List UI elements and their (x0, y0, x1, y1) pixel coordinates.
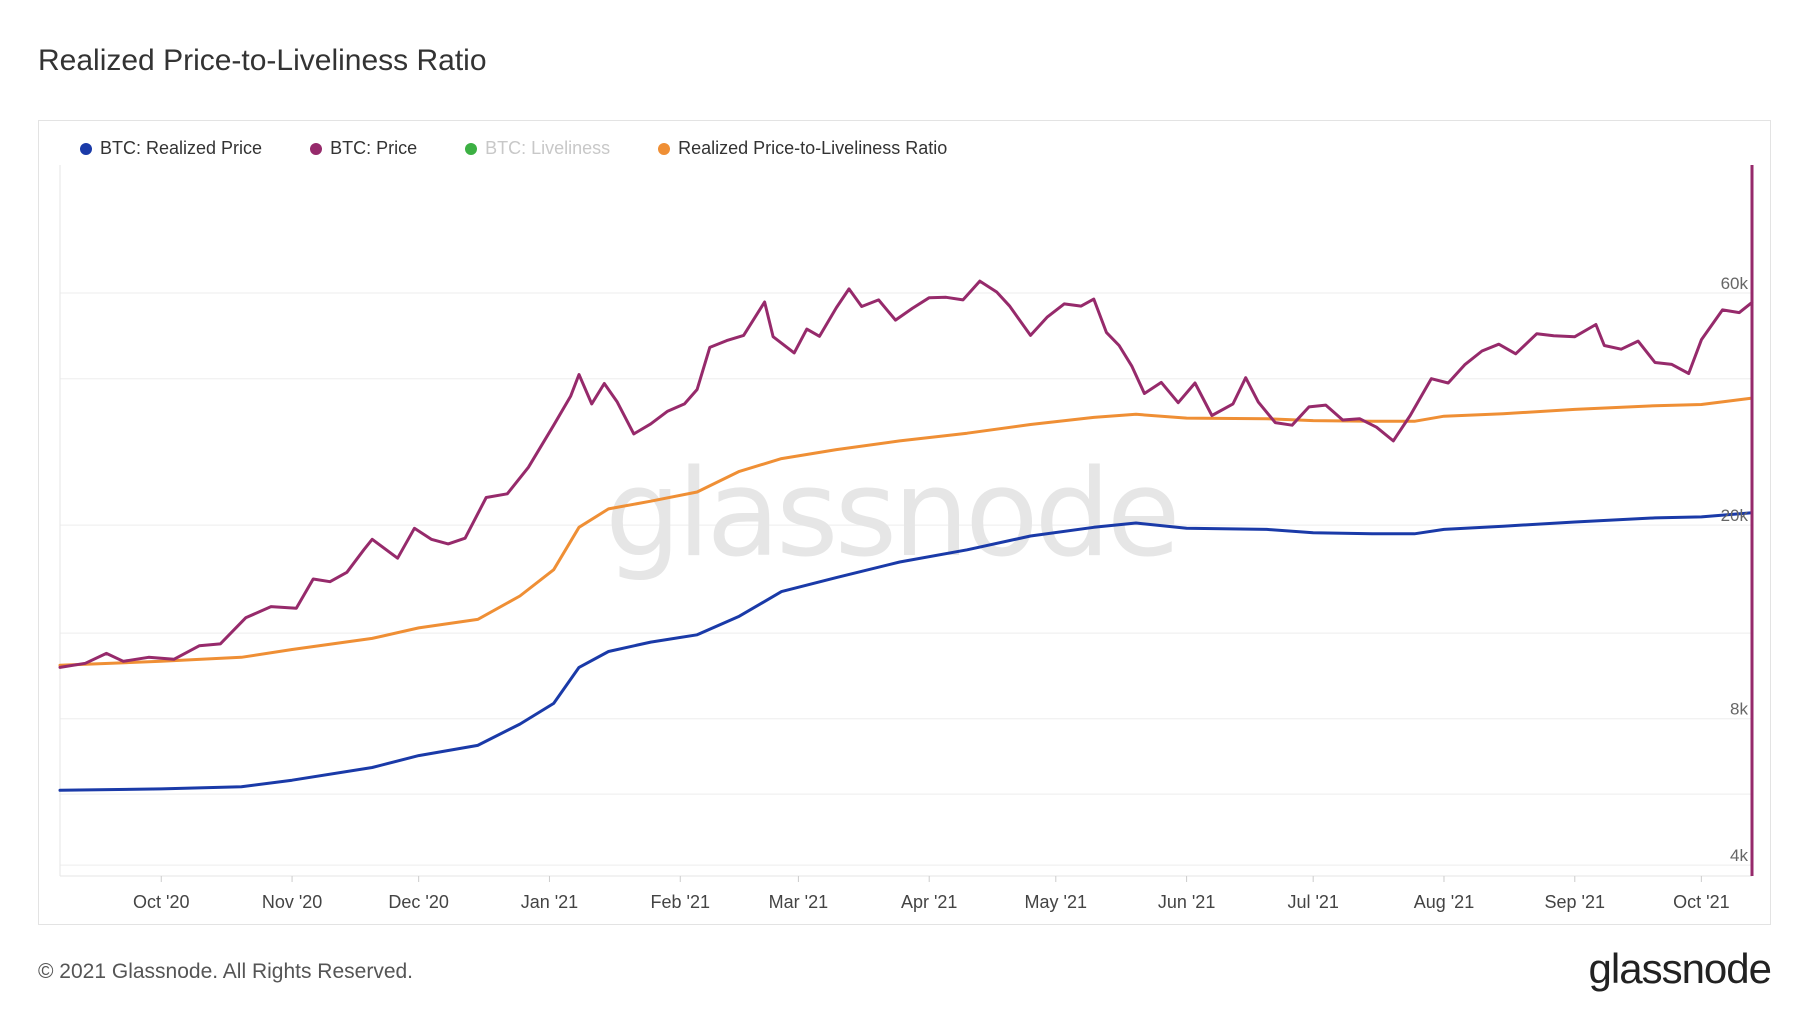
legend-item-liveliness[interactable]: BTC: Liveliness (465, 138, 610, 159)
legend-label: BTC: Realized Price (100, 138, 263, 158)
x-tick-label: Dec '20 (388, 892, 448, 912)
x-tick-label: Oct '20 (133, 892, 189, 912)
x-axis: Oct '20 Nov '20 Dec '20 Jan '21 Feb '21 Mar '… (133, 876, 1730, 912)
legend-item-ratio[interactable]: Realized Price-to-Liveliness Ratio (658, 138, 947, 159)
y-tick-label: 4k (1730, 846, 1748, 865)
x-tick-label: Mar '21 (769, 892, 828, 912)
series-line-btc-realized-price[interactable] (58, 511, 1754, 792)
y-tick-label: 20k (1721, 506, 1749, 525)
watermark-text: glassnode (605, 445, 1177, 584)
x-tick-label: Jan '21 (521, 892, 578, 912)
legend-item-price[interactable]: BTC: Price (310, 138, 417, 159)
legend-label: BTC: Price (330, 138, 418, 158)
x-tick-label: May '21 (1025, 892, 1087, 912)
x-tick-label: Jun '21 (1158, 892, 1215, 912)
glassnode-logo[interactable]: glassnode (1588, 945, 1772, 992)
legend-label: Realized Price-to-Liveliness Ratio (678, 138, 948, 158)
x-tick-label: Jul '21 (1287, 892, 1338, 912)
y-axis: 60k 20k 8k 4k (1721, 274, 1749, 865)
legend-dot-realized-price-icon (80, 142, 92, 155)
series-lines (58, 279, 1754, 792)
x-tick-label: Oct '21 (1673, 892, 1729, 912)
legend-label: BTC: Liveliness (485, 138, 611, 158)
legend-item-realized-price[interactable]: BTC: Realized Price (80, 138, 262, 159)
grid-lines (59, 165, 1752, 877)
chart-frame (38, 120, 1771, 925)
x-tick-label: Sep '21 (1545, 892, 1606, 912)
y-tick-label: 60k (1721, 274, 1749, 293)
series-line-btc-price[interactable] (58, 279, 1754, 669)
x-tick-label: Nov '20 (262, 892, 322, 912)
page-title: Realized Price-to-Liveliness Ratio (38, 44, 487, 77)
chart-legend: BTC: Realized Price BTC: Price BTC: Live… (80, 138, 995, 159)
x-tick-label: Feb '21 (651, 892, 710, 912)
x-tick-label: Apr '21 (901, 892, 957, 912)
y-tick-label: 8k (1730, 700, 1748, 719)
legend-dot-price-icon (310, 142, 323, 155)
footer-copyright: © 2021 Glassnode. All Rights Reserved. (38, 960, 414, 983)
x-tick-label: Aug '21 (1414, 892, 1475, 912)
series-line-realized-price-to-liveliness-ratio[interactable] (58, 396, 1754, 667)
legend-dot-ratio-icon (658, 142, 671, 155)
legend-dot-liveliness-icon (465, 142, 478, 155)
